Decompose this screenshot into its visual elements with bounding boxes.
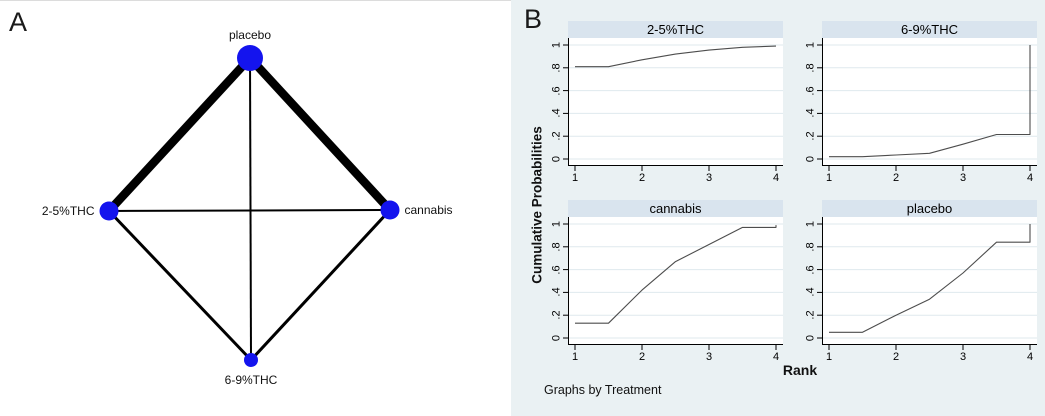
x-tick-label: 4	[772, 351, 780, 363]
y-tick-label: .6	[804, 265, 817, 275]
subplot-title-strip: 6-9%THC	[822, 21, 1037, 38]
x-tick-label: 4	[1026, 351, 1034, 363]
network-edge	[246, 55, 394, 213]
subplot-plot-area	[817, 217, 1037, 350]
subplot-title-strip: 2-5%THC	[568, 21, 783, 38]
y-tick-label: 1	[550, 220, 563, 228]
y-tick-label: .4	[804, 108, 817, 118]
y-tick-label: 0	[550, 155, 563, 163]
network-node-label: placebo	[229, 28, 271, 42]
x-tick-label: 2	[638, 351, 646, 363]
network-edge	[107, 209, 253, 362]
y-tick-label: .2	[550, 131, 563, 141]
panel-b: B Cumulative Probabilities 2-5%THC 0.2.4.…	[511, 0, 1045, 416]
y-tick-label: .8	[550, 242, 563, 252]
network-edge	[249, 208, 392, 362]
x-tick-label: 2	[638, 172, 646, 184]
y-tick-label: 1	[804, 220, 817, 228]
x-tick-label: 4	[1026, 172, 1034, 184]
x-tick-label: 3	[705, 172, 713, 184]
panel-b-label: B	[524, 4, 543, 34]
subplot-plot-area	[563, 38, 783, 171]
x-tick-label: 2	[892, 351, 900, 363]
y-tick-label: 0	[550, 334, 563, 342]
y-tick-label: .4	[550, 108, 563, 118]
x-tick-label: 1	[571, 351, 579, 363]
subplot-grid: 2-5%THC 0 .2 .4 .6 .8 1 1 2 3 4 6-9%THC 0 .2 .4 .6 .8 1 1 2…	[511, 0, 1045, 416]
y-tick-label: .8	[804, 63, 817, 73]
network-node	[237, 45, 263, 71]
y-tick-label: 0	[804, 155, 817, 163]
network-node-label: 2-5%THC	[42, 204, 95, 218]
network-node	[380, 200, 400, 220]
y-tick-label: .4	[550, 287, 563, 297]
by-treatment-note: Graphs by Treatment	[544, 383, 662, 397]
subplot-plot-area	[563, 217, 783, 350]
y-tick-label: 1	[804, 41, 817, 49]
y-tick-label: 1	[550, 41, 563, 49]
x-axis-title: Rank	[782, 362, 818, 378]
cumulative-probability-line	[829, 45, 1031, 158]
y-tick-label: .4	[804, 287, 817, 297]
y-tick-label: .8	[550, 63, 563, 73]
x-tick-label: 3	[959, 351, 967, 363]
y-tick-label: .6	[550, 265, 563, 275]
subplot-plot-area	[817, 38, 1037, 171]
panel-a-label: A	[9, 7, 28, 37]
network-plot: placebo 2-5%THC cannabis 6-9%THC	[42, 28, 453, 387]
x-tick-label: 1	[825, 172, 833, 184]
network-edge	[105, 55, 254, 214]
x-tick-label: 4	[772, 172, 780, 184]
cumulative-probability-line	[829, 224, 1031, 333]
y-tick-label: .2	[804, 310, 817, 320]
network-node	[244, 353, 258, 367]
y-tick-label: .2	[804, 131, 817, 141]
network-edge	[108, 209, 391, 212]
network-node-label: cannabis	[405, 203, 453, 217]
y-tick-label: .6	[550, 86, 563, 96]
subplot-title-strip: placebo	[822, 200, 1037, 217]
cumulative-probability-line	[575, 225, 777, 324]
cumulative-probability-line	[575, 45, 777, 68]
y-tick-label: .6	[804, 86, 817, 96]
x-tick-label: 3	[705, 351, 713, 363]
subplot-title-strip: cannabis	[568, 200, 783, 217]
x-tick-label: 2	[892, 172, 900, 184]
network-node-label: 6-9%THC	[225, 373, 278, 387]
y-tick-label: 0	[804, 334, 817, 342]
x-tick-label: 3	[959, 172, 967, 184]
panel-a: A placebo 2-5%THC cannabis 6-9%THC	[0, 0, 511, 416]
x-tick-label: 1	[571, 172, 579, 184]
y-tick-label: .8	[804, 242, 817, 252]
network-node	[99, 201, 119, 221]
x-tick-label: 1	[825, 351, 833, 363]
y-tick-label: .2	[550, 310, 563, 320]
network-edge	[249, 57, 252, 361]
